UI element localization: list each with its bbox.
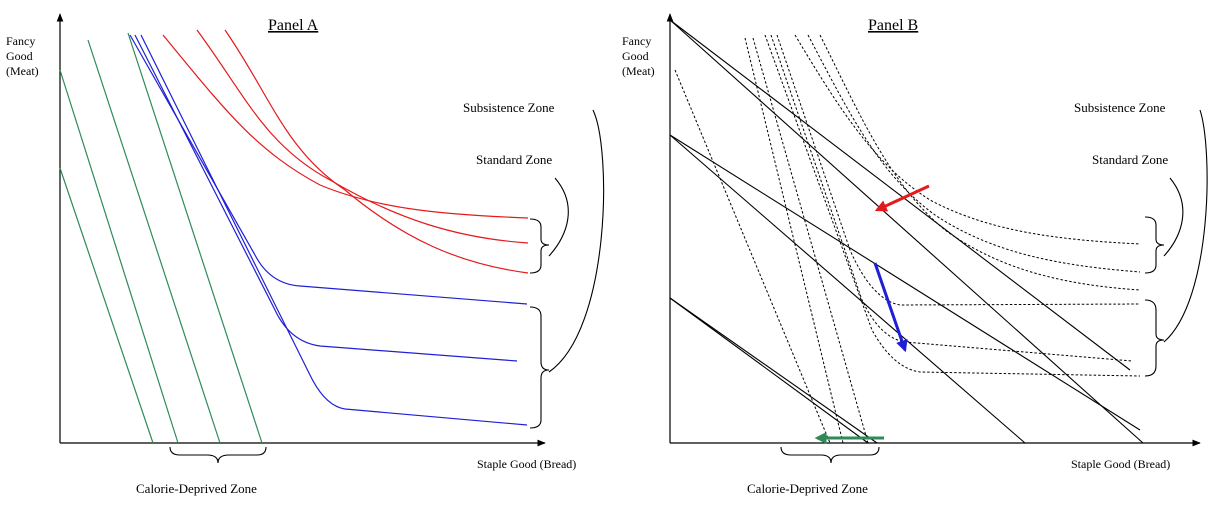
panel-b-calorie-brace: [780, 446, 880, 464]
panel-a-y-label-3: (Meat): [6, 64, 39, 78]
panel-a-y-label-1: Fancy: [6, 34, 35, 48]
panel-a-calorie-curves: [59, 32, 263, 444]
panel-a-standard-label: Standard Zone: [476, 152, 552, 167]
budget-line-6: [669, 297, 878, 444]
panel-a-subsistence-label: Subsistence Zone: [463, 100, 555, 115]
dotted-subsistence-1: [776, 34, 1141, 306]
blue-shift-arrow: [873, 262, 908, 353]
panel-b: Panel B Fancy Good (Meat) Staple Good (B…: [622, 13, 1208, 496]
panel-b-budget-lines: [669, 19, 1144, 444]
subsistence-curve-2: [134, 34, 518, 362]
dotted-standard-1: [794, 34, 1141, 245]
dotted-standard-3: [819, 34, 1141, 291]
subsistence-curve-1: [129, 34, 528, 305]
red-shift-arrow: [874, 184, 930, 212]
panel-b-title: Panel B: [868, 17, 918, 34]
panel-b-calorie-label: Calorie-Deprived Zone: [747, 481, 868, 496]
panel-b-subsistence-connector: [1163, 109, 1208, 343]
panel-a-y-label-2: Good: [6, 49, 33, 63]
budget-line-2: [669, 19, 1131, 371]
budget-line-4: [669, 134, 1141, 431]
panel-b-dotted-curves: [674, 34, 1141, 444]
subsistence-curve-3: [140, 34, 528, 426]
panel-b-subsistence-brace: [1144, 299, 1165, 377]
dotted-calorie-3: [752, 37, 869, 444]
standard-curve-1: [162, 34, 529, 219]
panel-a-standard-curves: [162, 29, 529, 274]
panel-b-x-label: Staple Good (Bread): [1071, 457, 1170, 471]
dotted-standard-2: [807, 34, 1141, 273]
dotted-calorie-1: [674, 69, 831, 444]
panel-b-y-label-2: Good: [622, 49, 649, 63]
dotted-calorie-2: [744, 37, 844, 444]
panel-b-y-label-1: Fancy: [622, 34, 651, 48]
calorie-curve-3: [127, 32, 263, 444]
calorie-curve-2: [87, 39, 221, 444]
calorie-curve-0: [59, 167, 154, 444]
budget-line-1: [669, 19, 1144, 444]
calorie-curve-1: [59, 69, 179, 444]
panel-a-standard-brace: [529, 218, 550, 274]
panel-b-standard-brace: [1144, 216, 1165, 274]
panel-a-x-label: Staple Good (Bread): [477, 457, 576, 471]
panel-a-subsistence-connector: [548, 109, 605, 373]
panel-a-subsistence-brace: [529, 306, 550, 429]
budget-line-5: [669, 297, 869, 444]
dotted-subsistence-2: [770, 34, 1133, 362]
dotted-subsistence-3: [764, 34, 1141, 377]
panel-a-subsistence-curves: [129, 34, 528, 426]
panel-b-standard-connector: [1163, 177, 1184, 257]
standard-curve-2: [196, 29, 529, 244]
budget-line-3: [669, 134, 1026, 444]
panel-b-subsistence-label: Subsistence Zone: [1074, 100, 1166, 115]
standard-curve-3: [224, 29, 529, 274]
panel-b-standard-label: Standard Zone: [1092, 152, 1168, 167]
panel-a-standard-connector: [548, 177, 569, 257]
panel-a-calorie-label: Calorie-Deprived Zone: [136, 481, 257, 496]
panel-b-y-label-3: (Meat): [622, 64, 655, 78]
panel-a-calorie-brace: [169, 446, 267, 464]
panel-a: Panel A Fancy Good (Meat) Staple Good (B…: [6, 13, 605, 496]
panel-a-title: Panel A: [268, 17, 319, 34]
